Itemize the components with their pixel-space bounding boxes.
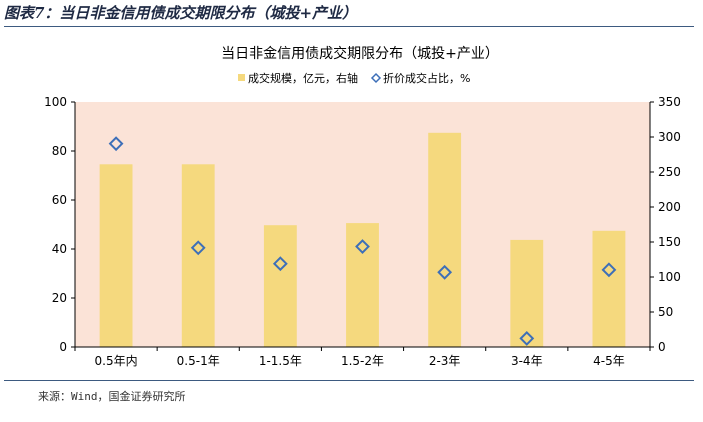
caption-divider [4, 26, 694, 27]
source-divider [4, 380, 694, 381]
diamond-point-4 [355, 239, 370, 254]
left-tick-label: 100 [44, 95, 67, 109]
diamond-point-1 [108, 136, 124, 152]
bar-1 [99, 164, 133, 347]
chart-title: 当日非金信用债成交期限分布（城投+产业） [221, 45, 499, 62]
bar-6 [510, 239, 544, 347]
left-tick-label: 0 [59, 340, 67, 354]
figure-caption: 图表7：当日非金信用债成交期限分布（城投+产业） [4, 4, 358, 22]
diamond-point-5 [437, 264, 453, 280]
left-tick-label: 40 [52, 242, 67, 256]
diamond-point-6 [519, 331, 535, 346]
right-tick-label: 100 [658, 270, 681, 284]
x-tick-label: 0.5年内 [95, 354, 138, 368]
x-tick-label: 1-1.5年 [259, 354, 302, 368]
diamond-point-7 [601, 262, 617, 278]
x-tick-label: 1.5-2年 [341, 354, 384, 368]
left-tick-label: 60 [52, 193, 67, 207]
left-tick-label: 20 [52, 291, 67, 305]
bar-3 [263, 225, 297, 347]
source-note: 来源：Wind，国金证券研究所 [38, 390, 186, 403]
x-tick-label: 4-5年 [593, 354, 625, 368]
diamond-point-3 [272, 256, 288, 272]
legend-diamond-label: 折价成交占比，% [383, 71, 470, 85]
chart-legend: 成交规模，亿元，右轴 折价成交占比，% [238, 71, 470, 85]
right-tick-label: 300 [658, 130, 681, 144]
chart-svg: 当日非金信用债成交期限分布（城投+产业） 成交规模，亿元，右轴 折价成交占比，% … [44, 45, 681, 368]
right-tick-label: 200 [658, 200, 681, 214]
legend-bar-label: 成交规模，亿元，右轴 [248, 71, 358, 85]
right-tick-label: 150 [658, 235, 681, 249]
right-tick-label: 250 [658, 165, 681, 179]
legend-bar-swatch [238, 74, 245, 81]
x-tick-label: 3-4年 [511, 354, 543, 368]
bar-7 [592, 230, 626, 347]
right-tick-label: 0 [658, 340, 666, 354]
diamond-point-2 [190, 240, 206, 256]
x-tick-label: 0.5-1年 [177, 354, 220, 368]
right-tick-label: 50 [658, 305, 673, 319]
right-tick-label: 350 [658, 95, 681, 109]
bar-5 [428, 132, 462, 347]
x-tick-label: 2-3年 [429, 354, 461, 368]
bar-2 [181, 164, 215, 347]
bar-4 [346, 223, 379, 347]
left-tick-label: 80 [52, 144, 67, 158]
legend-diamond-marker [370, 72, 382, 84]
